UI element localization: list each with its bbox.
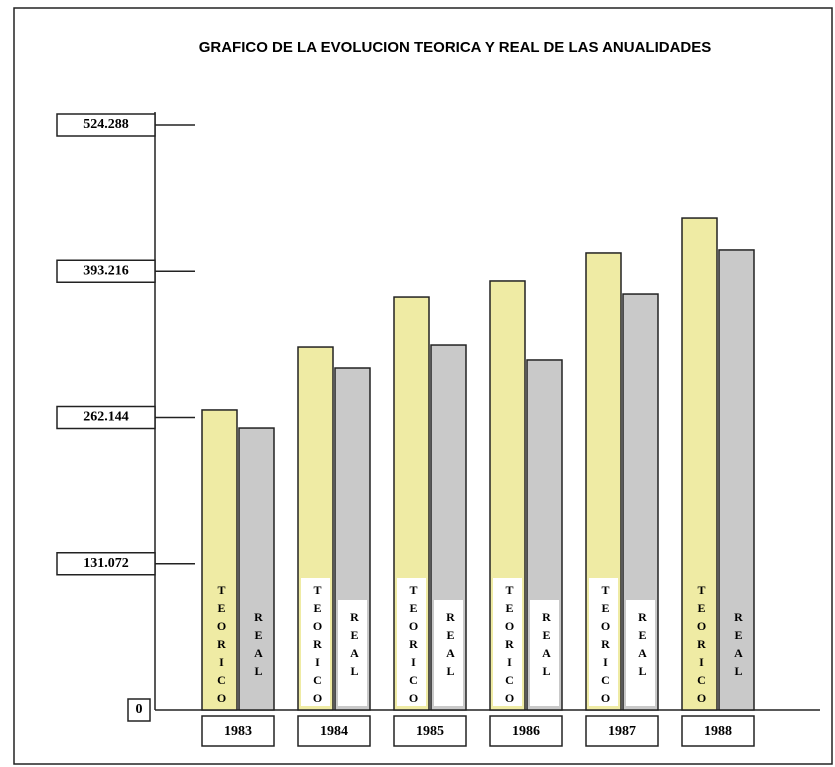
chart-title: GRAFICO DE LA EVOLUCION TEORICA Y REAL D… — [199, 39, 712, 56]
tick-box — [56, 259, 156, 283]
series-label: REAL — [251, 610, 266, 682]
x-tick-label: 1983 — [224, 724, 252, 739]
series-label: REAL — [347, 610, 362, 682]
x-tick-label: 1987 — [608, 724, 636, 739]
x-tick-label: 1988 — [704, 724, 732, 739]
series-label: TEORICO — [310, 583, 325, 709]
series-label: TEORICO — [214, 583, 229, 709]
label-box — [626, 600, 655, 706]
label-box — [434, 600, 463, 706]
bar — [201, 409, 238, 711]
bar — [718, 249, 755, 711]
series-label: TEORICO — [502, 583, 517, 709]
x-tick-label: 1985 — [416, 724, 444, 739]
series-label: TEORICO — [406, 583, 421, 709]
series-label: REAL — [443, 610, 458, 682]
label-box — [397, 578, 426, 706]
label-box — [338, 600, 367, 706]
label-box — [301, 578, 330, 706]
y-tick-label: 0 — [136, 702, 143, 717]
tick-box — [56, 405, 156, 430]
y-tick-label: 262.144 — [83, 410, 129, 425]
category-box — [297, 715, 371, 747]
category-box — [585, 715, 659, 747]
label-box — [530, 600, 559, 706]
series-label: TEORICO — [694, 583, 709, 709]
x-tick-label: 1986 — [512, 724, 540, 739]
label-box — [493, 578, 522, 706]
y-tick-label: 393.216 — [83, 263, 129, 278]
tick-box — [56, 552, 156, 576]
tick-box — [56, 113, 156, 137]
bar — [238, 427, 275, 711]
category-box — [393, 715, 467, 747]
x-tick-label: 1984 — [320, 724, 348, 739]
series-label: REAL — [539, 610, 554, 682]
tick-box — [127, 698, 151, 722]
bar — [681, 217, 718, 711]
category-box — [201, 715, 275, 747]
frame — [13, 7, 833, 765]
series-label: REAL — [731, 610, 746, 682]
category-box — [489, 715, 563, 747]
label-box — [589, 578, 618, 706]
y-tick-label: 524.288 — [83, 117, 129, 132]
category-box — [681, 715, 755, 747]
series-label: REAL — [635, 610, 650, 682]
series-label: TEORICO — [598, 583, 613, 709]
y-tick-label: 131.072 — [83, 556, 129, 571]
